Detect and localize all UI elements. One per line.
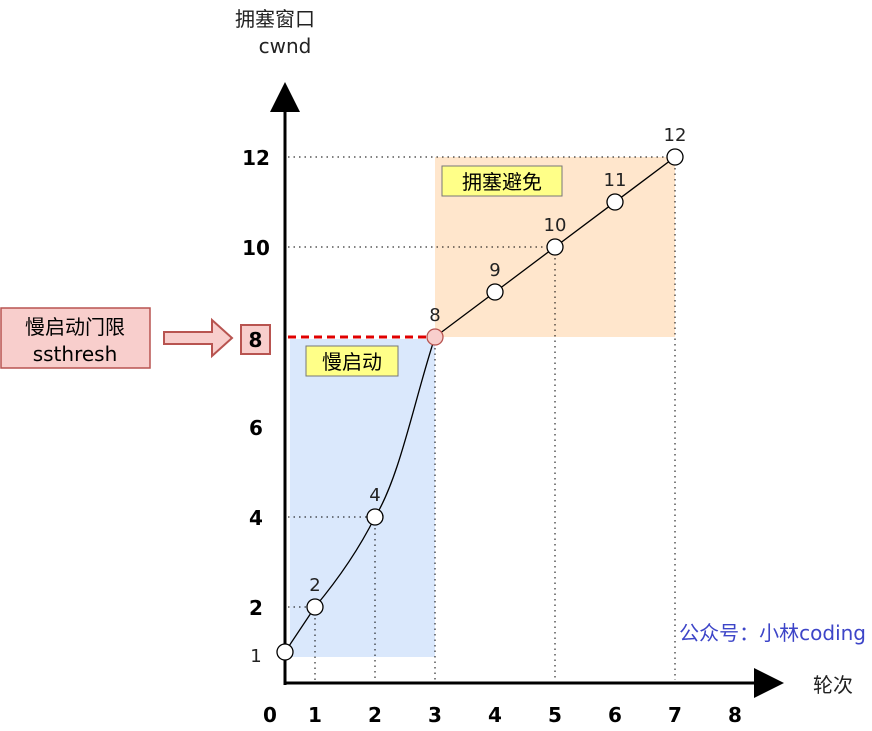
slow-start-label-box: [305, 345, 399, 377]
x-tick-1: 1: [308, 703, 322, 727]
data-point-1: [276, 643, 294, 661]
data-point-11: [606, 193, 624, 211]
x-tick-5: 5: [548, 703, 562, 727]
x-tick-2: 2: [368, 703, 382, 727]
y-tick-10: 10: [242, 236, 270, 260]
ssthresh-value: 8: [249, 328, 263, 352]
ssthresh-annotation-line2: ssthresh: [33, 342, 118, 366]
x-tick-8: 8: [728, 703, 742, 727]
ssthresh-annotation-box: [0, 307, 151, 369]
congestion-avoidance-label: 拥塞避免: [462, 170, 542, 194]
point-label-10: 10: [544, 215, 567, 236]
x-axis-label: 轮次: [813, 673, 853, 697]
y-axis-label: 拥塞窗口: [235, 7, 315, 31]
ssthresh-value-box: [240, 324, 271, 355]
data-point-2: [306, 598, 324, 616]
congestion-avoidance-label-box: [441, 165, 563, 197]
point-label-4: 4: [369, 485, 380, 506]
arrow-right-icon: [163, 317, 234, 359]
data-point-10: [546, 238, 564, 256]
y-axis-label-cwnd: cwnd: [259, 34, 312, 58]
point-label-12: 12: [664, 125, 687, 146]
x-tick-3: 3: [428, 703, 442, 727]
watermark: 公众号：小林coding: [679, 621, 866, 645]
x-tick-7: 7: [668, 703, 682, 727]
point-label-1: 1: [250, 646, 261, 667]
x-tick-6: 6: [608, 703, 622, 727]
data-point-12: [666, 148, 684, 166]
x-tick-0: 0: [263, 703, 277, 727]
y-tick-4: 4: [249, 506, 263, 530]
data-point-4: [366, 508, 384, 526]
data-point-9: [486, 283, 504, 301]
y-tick-12: 12: [242, 146, 270, 170]
point-label-2: 2: [309, 575, 320, 596]
point-label-8: 8: [429, 305, 440, 326]
point-label-11: 11: [604, 170, 627, 191]
slow-start-label: 慢启动: [322, 350, 382, 374]
x-tick-4: 4: [488, 703, 502, 727]
point-label-9: 9: [489, 260, 500, 281]
ssthresh-annotation-line1: 慢启动门限: [25, 315, 125, 339]
y-tick-6: 6: [249, 416, 263, 440]
data-point-8: [426, 328, 444, 346]
y-tick-2: 2: [249, 596, 263, 620]
